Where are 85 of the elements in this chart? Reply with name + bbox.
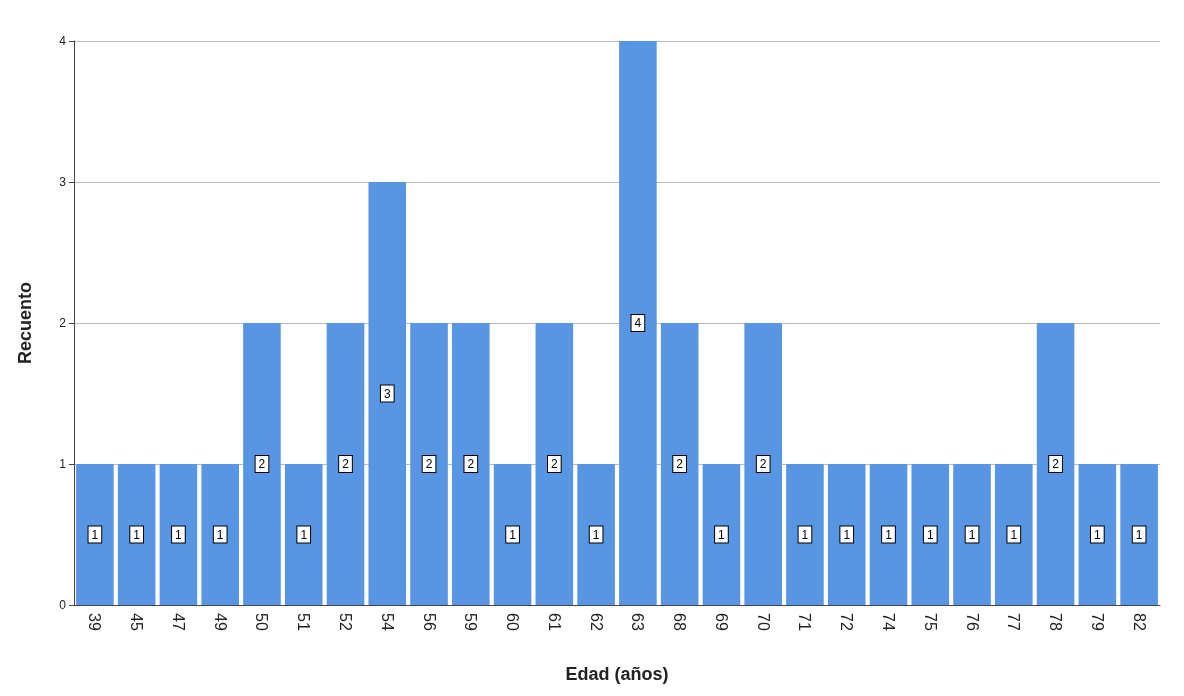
- data-label: 1: [592, 527, 600, 542]
- data-label: 1: [91, 527, 99, 542]
- bar: [911, 464, 950, 605]
- data-label: 1: [300, 527, 308, 542]
- bar: [660, 323, 699, 605]
- bar: [159, 464, 198, 605]
- bar: [786, 464, 824, 605]
- bar: [326, 323, 365, 605]
- x-tick-label: 56: [420, 613, 438, 631]
- data-label: 1: [509, 527, 517, 542]
- x-tick-label: 51: [295, 613, 313, 631]
- y-tick-label: 0: [59, 598, 67, 612]
- x-tick-label: 82: [1130, 613, 1148, 631]
- bar: [76, 464, 114, 605]
- bar: [953, 464, 991, 605]
- x-tick-label: 60: [504, 613, 522, 631]
- bar: [827, 464, 866, 605]
- data-label: 1: [1010, 527, 1018, 542]
- bar: [702, 464, 741, 605]
- bar: [1078, 464, 1117, 605]
- data-label: 2: [258, 457, 266, 471]
- bar: [243, 323, 281, 605]
- data-label: 3: [383, 386, 391, 401]
- x-tick-label: 62: [587, 613, 605, 631]
- data-label: 1: [885, 527, 893, 542]
- data-label: 2: [759, 457, 767, 471]
- bar: [869, 464, 908, 605]
- data-label: 2: [1052, 457, 1060, 471]
- bar: [535, 323, 574, 605]
- data-label: 4: [634, 316, 642, 330]
- y-tick-label: 3: [59, 175, 67, 189]
- bar: [201, 464, 239, 605]
- x-axis-title: Edad (años): [565, 664, 669, 684]
- data-label: 1: [216, 527, 224, 542]
- x-tick-label: 61: [545, 613, 563, 631]
- data-label: 1: [843, 527, 851, 542]
- bar: [284, 464, 323, 605]
- data-label: 1: [175, 527, 183, 542]
- x-tick-label: 72: [838, 613, 856, 631]
- x-tick-label: 70: [754, 613, 772, 631]
- data-label: 1: [1135, 527, 1143, 542]
- data-label: 1: [801, 527, 809, 542]
- x-tick-label: 52: [337, 613, 354, 631]
- data-label: 2: [467, 457, 475, 471]
- y-tick-label: 4: [59, 34, 67, 48]
- x-tick-label: 77: [1005, 613, 1023, 631]
- data-label: 1: [1094, 527, 1101, 542]
- data-label: 1: [968, 527, 976, 542]
- x-tick-label: 49: [211, 613, 229, 631]
- bar: [1036, 323, 1075, 605]
- x-tick-label: 74: [880, 613, 897, 631]
- data-label: 2: [425, 457, 433, 471]
- data-label: 2: [676, 457, 684, 471]
- bar: [410, 323, 448, 605]
- x-tick-label: 71: [796, 613, 814, 631]
- data-label: 1: [926, 527, 934, 542]
- x-tick-label: 50: [253, 613, 271, 631]
- bar: [493, 464, 532, 605]
- y-axis-title: Recuento: [15, 281, 35, 365]
- x-tick-label: 54: [378, 613, 396, 631]
- data-label: 1: [718, 527, 726, 542]
- x-tick-label: 69: [712, 613, 730, 631]
- bar: [117, 464, 156, 605]
- bar: [1120, 464, 1158, 605]
- x-tick-label: 78: [1047, 613, 1065, 631]
- bar: [368, 182, 407, 605]
- bar: [995, 464, 1033, 605]
- x-tick-label: 79: [1088, 613, 1106, 631]
- data-label: 2: [342, 457, 350, 471]
- x-tick-label: 59: [462, 613, 480, 631]
- x-tick-label: 63: [629, 613, 647, 631]
- y-tick-label: 1: [59, 457, 67, 471]
- data-label: 1: [133, 527, 141, 542]
- x-tick-label: 45: [128, 613, 146, 631]
- x-tick-label: 47: [169, 613, 187, 631]
- y-tick-label: 2: [59, 316, 67, 330]
- bar: [577, 464, 615, 605]
- bar: [619, 41, 657, 605]
- x-tick-label: 75: [921, 613, 939, 631]
- bar: [452, 323, 490, 605]
- x-tick-label: 76: [963, 613, 981, 631]
- x-tick-label: 39: [86, 613, 104, 631]
- bar: [744, 323, 782, 605]
- data-label: 2: [551, 457, 558, 471]
- x-tick-label: 68: [671, 613, 689, 631]
